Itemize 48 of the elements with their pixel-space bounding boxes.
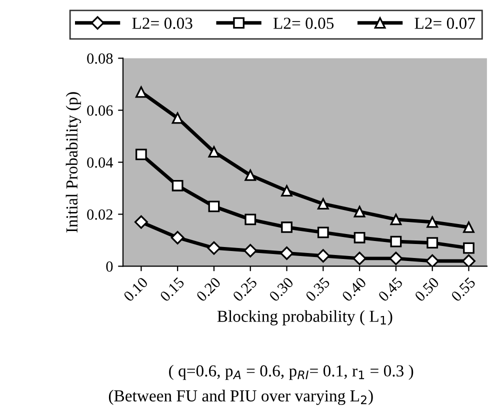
point [244,244,258,258]
y-tick-label: 0.08 [87,53,113,64]
point [317,226,329,238]
point [426,237,438,249]
point [352,252,366,266]
point [426,254,440,266]
point [463,222,474,233]
x-tick-label: 0.40 [341,276,367,302]
y-tick-label: 0.04 [87,157,114,168]
x-tick-label: 0.30 [268,276,294,302]
text: ( q=0.6, p$_{A}$ = 0.6, p$_{RI}$= 0.1, r$_{1}$ = 0.3 ) [169,364,414,380]
point [462,254,476,266]
x-tick-label: 0.35 [304,276,330,302]
point [172,180,184,192]
point [426,216,438,228]
x-tick-label: 0.55 [450,276,476,302]
point [463,242,474,254]
point [389,252,403,266]
y-tick-label: 0.02 [87,209,112,220]
point [244,170,256,181]
x-tick-label: 0.15 [159,276,185,302]
legend-label: L2= 0.03 [132,18,192,29]
y-axis-title: Initial Probability (p) [66,92,81,232]
point [244,214,256,226]
point [135,86,147,98]
x-tick-label: 0.20 [196,276,222,302]
y-tick-label: 0.06 [87,105,113,116]
point [207,241,221,255]
point [390,214,402,226]
point [354,206,366,218]
point [354,232,366,244]
legend-label: L2= 0.05 [273,18,334,29]
point [316,249,330,263]
y-tick-label: 0 [106,261,113,272]
point [280,246,294,260]
point [170,230,184,244]
point [208,200,220,212]
point [135,148,147,160]
point [134,215,148,229]
x-tick-label: 0.45 [378,276,404,302]
point [281,222,292,233]
x-tick-label: 0.25 [232,276,258,302]
x-tick-label: 0.10 [123,276,148,302]
x-tick-label: 0.50 [414,276,440,302]
x-axis-title: Blocking probability ( L$_{1}$) [217,310,392,326]
legend-label: L2= 0.07 [414,18,475,29]
point [390,236,402,248]
text: (Between FU and PIU over varying L$_{2}$) [108,390,373,405]
